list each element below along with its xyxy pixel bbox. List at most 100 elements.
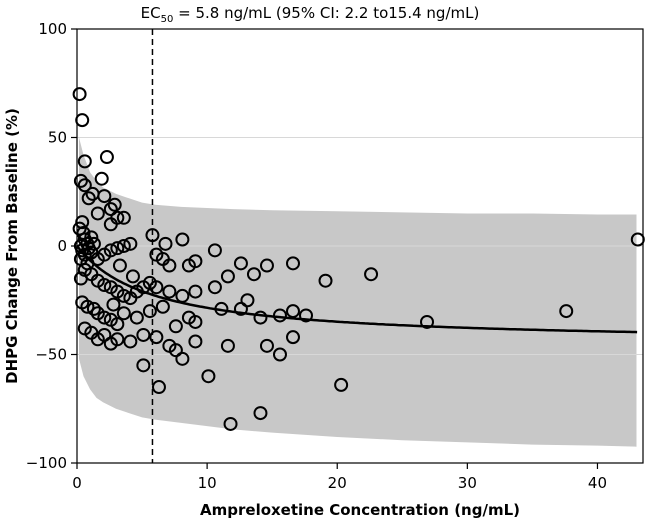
data-point (72, 87, 87, 102)
y-tick-label: −50 (35, 346, 67, 364)
data-point (175, 232, 190, 247)
data-point (145, 228, 160, 243)
data-point (188, 314, 203, 329)
data-point (162, 258, 177, 273)
ec50-annotation: EC50 = 5.8 ng/mL (95% CI: 2.2 to15.4 ng/… (141, 4, 480, 25)
data-point (285, 330, 300, 345)
prediction-band (79, 137, 637, 447)
data-point (240, 293, 255, 308)
x-tick-label: 30 (458, 474, 477, 492)
model-fit-curve (76, 246, 638, 334)
ec50-annotation-text: = 5.8 ng/mL (95% CI: 2.2 to15.4 ng/mL) (173, 4, 479, 22)
data-point (149, 330, 164, 345)
data-point (285, 304, 300, 319)
data-point (318, 273, 333, 288)
data-point (97, 310, 112, 325)
data-point (107, 197, 122, 212)
data-point (233, 301, 248, 316)
data-point (110, 317, 125, 332)
data-point (97, 189, 112, 204)
data-point (168, 319, 183, 334)
data-point (188, 254, 203, 269)
data-point (220, 338, 235, 353)
data-point (123, 334, 138, 349)
data-point (103, 202, 118, 217)
y-axis-title: DHPG Change From Baseline (%) (3, 108, 21, 384)
data-point (188, 334, 203, 349)
data-point (77, 178, 92, 193)
x-tick-label: 10 (198, 474, 217, 492)
data-point (97, 327, 112, 342)
data-point (155, 299, 170, 314)
data-point (214, 301, 229, 316)
prediction-band-layer (79, 137, 637, 447)
data-point (73, 173, 88, 188)
data-point (207, 243, 222, 258)
y-tick-label: −100 (26, 454, 67, 472)
data-point (90, 206, 105, 221)
data-point (116, 288, 131, 303)
data-point (168, 343, 183, 358)
x-tick-label: 40 (588, 474, 607, 492)
model-curve-layer (76, 246, 638, 334)
y-tick-label: 0 (57, 237, 67, 255)
x-axis-title: Ampreloxetine Concentration (ng/mL) (200, 501, 520, 519)
data-point (201, 369, 216, 384)
ec50-annotation-subscript: 50 (161, 14, 174, 25)
data-point (188, 284, 203, 299)
data-point (94, 171, 109, 186)
data-point (149, 280, 164, 295)
data-point (285, 256, 300, 271)
data-point (110, 332, 125, 347)
data-point (220, 269, 235, 284)
data-point (259, 338, 274, 353)
data-point (75, 113, 90, 128)
data-point (246, 267, 261, 282)
data-point (136, 327, 151, 342)
data-point (80, 299, 95, 314)
data-point (123, 236, 138, 251)
y-tick-label: 50 (48, 129, 67, 147)
data-point (86, 301, 101, 316)
data-point (73, 271, 88, 286)
data-point (77, 247, 92, 262)
data-point (129, 310, 144, 325)
data-point (151, 380, 166, 395)
data-point (142, 304, 157, 319)
data-point (334, 377, 349, 392)
data-point (72, 221, 87, 236)
y-tick-label: 100 (38, 20, 67, 38)
data-point (77, 154, 92, 169)
data-point (162, 284, 177, 299)
ec50-annotation-prefix: EC (141, 4, 161, 22)
data-point (272, 347, 287, 362)
data-point (207, 280, 222, 295)
data-point (81, 191, 96, 206)
data-point (259, 258, 274, 273)
data-point (116, 210, 131, 225)
data-point (97, 278, 112, 293)
axis-layer: 0 10 20 30 40 −100 −50 0 50 100 (26, 20, 607, 492)
data-point (103, 217, 118, 232)
data-point (630, 232, 645, 247)
data-point (158, 236, 173, 251)
data-point (116, 306, 131, 321)
data-point (223, 416, 238, 431)
data-point (112, 258, 127, 273)
data-point (116, 239, 131, 253)
data-point (420, 314, 435, 329)
x-tick-label: 20 (328, 474, 347, 492)
data-point (175, 351, 190, 366)
data-point (272, 308, 287, 323)
data-point (103, 243, 118, 258)
data-point-layer (72, 87, 645, 431)
data-point (253, 310, 268, 325)
data-point (110, 241, 125, 256)
x-tick-label: 0 (72, 474, 82, 492)
data-point (125, 269, 140, 284)
data-point (253, 406, 268, 421)
data-point (233, 256, 248, 271)
data-point (559, 304, 574, 319)
data-point (175, 288, 190, 303)
